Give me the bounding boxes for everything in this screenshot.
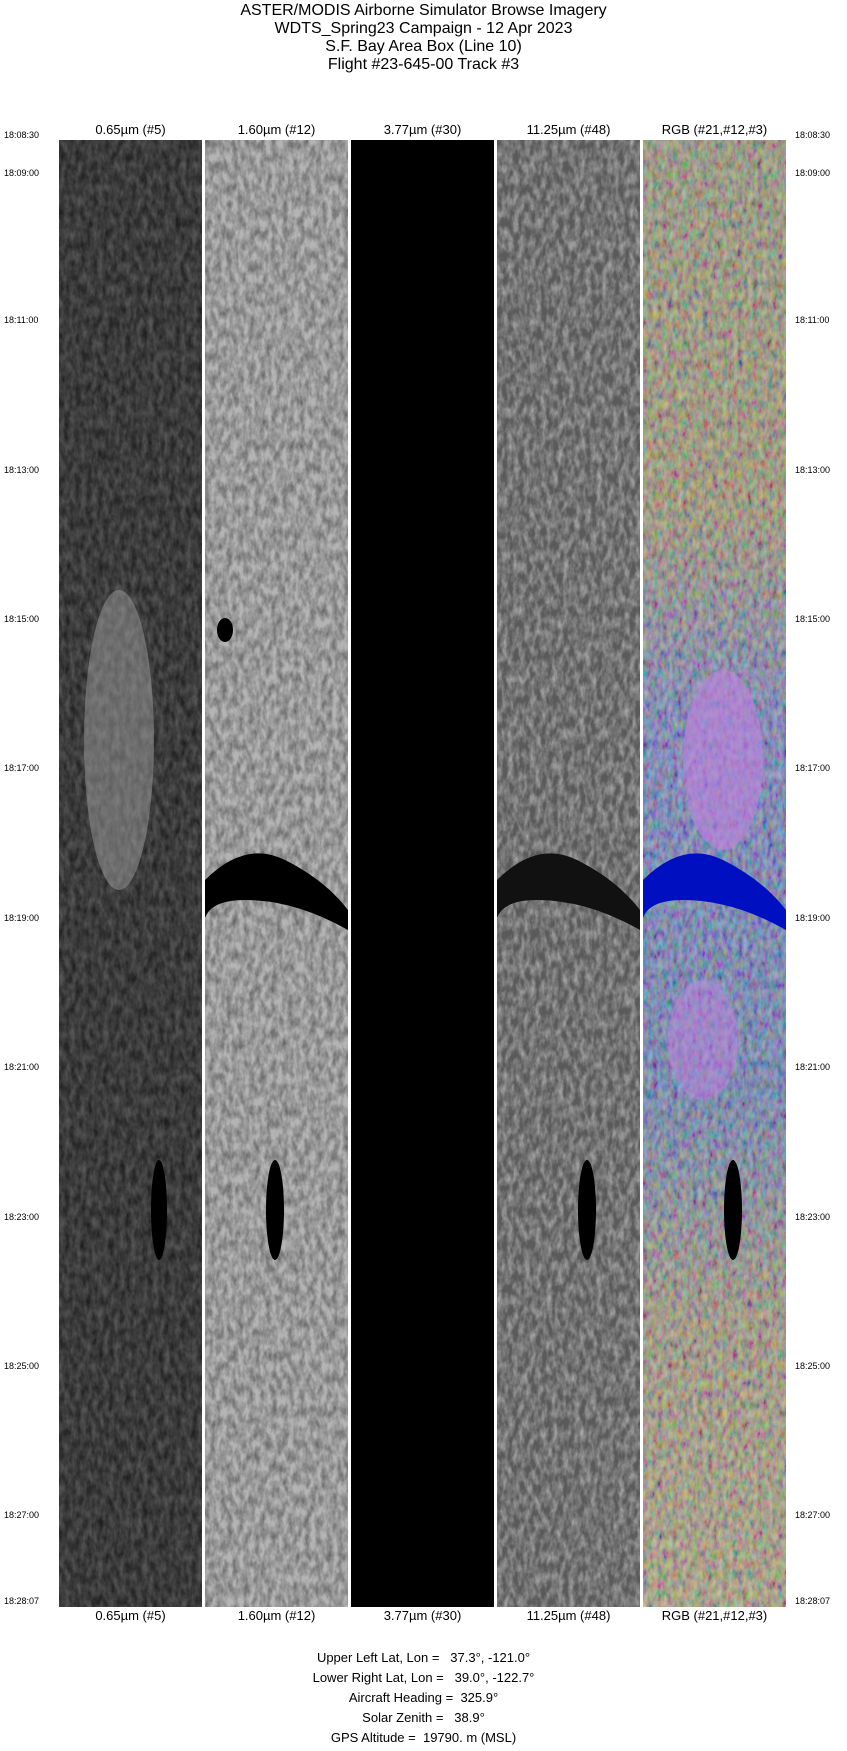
gps-altitude: GPS Altitude = 19790. m (MSL) bbox=[330, 1730, 517, 1745]
time-label-left: 18:13:00 bbox=[4, 465, 40, 475]
time-label-left: 18:23:00 bbox=[4, 1212, 40, 1222]
panel-label-top-1: 0.65µm (#5) bbox=[95, 122, 166, 137]
time-label-right: 18:28:07 bbox=[795, 1596, 831, 1606]
panel-label-bottom-2: 1.60µm (#12) bbox=[237, 1608, 316, 1623]
panel-label-top-2: 1.60µm (#12) bbox=[237, 122, 316, 137]
image-panel-1125um bbox=[497, 140, 640, 1607]
panel-label-bottom-3: 3.77µm (#30) bbox=[383, 1608, 462, 1623]
time-label-left: 18:08:30 bbox=[4, 130, 40, 140]
time-label-left: 18:25:00 bbox=[4, 1361, 40, 1371]
time-label-right: 18:08:30 bbox=[795, 130, 831, 140]
panel-label-top-5: RGB (#21,#12,#3) bbox=[661, 122, 768, 137]
time-label-left: 18:15:00 bbox=[4, 614, 40, 624]
time-label-left: 18:27:00 bbox=[4, 1510, 40, 1520]
aircraft-heading: Aircraft Heading = 325.9° bbox=[348, 1690, 499, 1705]
solar-zenith: Solar Zenith = 38.9° bbox=[362, 1710, 485, 1725]
panel-label-bottom-4: 11.25µm (#48) bbox=[526, 1608, 611, 1623]
time-label-right: 18:25:00 bbox=[795, 1361, 831, 1371]
time-label-right: 18:23:00 bbox=[795, 1212, 831, 1222]
time-label-left: 18:09:00 bbox=[4, 168, 40, 178]
image-panel-065um bbox=[59, 140, 202, 1607]
title-line-2: WDTS_Spring23 Campaign - 12 Apr 2023 bbox=[274, 20, 573, 37]
time-label-left: 18:11:00 bbox=[4, 315, 39, 325]
time-label-right: 18:15:00 bbox=[795, 614, 831, 624]
upper-left-latlon: Upper Left Lat, Lon = 37.3°, -121.0° bbox=[316, 1650, 531, 1665]
time-label-right: 18:13:00 bbox=[795, 465, 831, 475]
time-label-left: 18:21:00 bbox=[4, 1062, 40, 1072]
panel-label-bottom-5: RGB (#21,#12,#3) bbox=[661, 1608, 768, 1623]
time-label-right: 18:11:00 bbox=[795, 315, 830, 325]
image-panel-rgb bbox=[643, 140, 786, 1607]
time-label-right: 18:19:00 bbox=[795, 913, 831, 923]
time-label-right: 18:27:00 bbox=[795, 1510, 831, 1520]
time-label-left: 18:17:00 bbox=[4, 763, 40, 773]
image-panel-160um bbox=[205, 140, 348, 1607]
title-line-3: S.F. Bay Area Box (Line 10) bbox=[325, 38, 522, 55]
flight-info: Upper Left Lat, Lon = 37.3°, -121.0° Low… bbox=[0, 1648, 847, 1748]
lower-right-latlon: Lower Right Lat, Lon = 39.0°, -122.7° bbox=[312, 1670, 535, 1685]
panel-label-bottom-1: 0.65µm (#5) bbox=[95, 1608, 166, 1623]
image-panel-377um bbox=[351, 140, 494, 1607]
time-label-right: 18:17:00 bbox=[795, 763, 831, 773]
panel-label-top-3: 3.77µm (#30) bbox=[383, 122, 462, 137]
title-line-4: Flight #23-645-00 Track #3 bbox=[327, 56, 520, 73]
panel-label-top-4: 11.25µm (#48) bbox=[526, 122, 611, 137]
page-title: ASTER/MODIS Airborne Simulator Browse Im… bbox=[0, 2, 847, 74]
time-label-left: 18:28:07 bbox=[4, 1596, 40, 1606]
time-label-right: 18:21:00 bbox=[795, 1062, 831, 1072]
time-label-right: 18:09:00 bbox=[795, 168, 831, 178]
time-label-left: 18:19:00 bbox=[4, 913, 40, 923]
title-line-1: ASTER/MODIS Airborne Simulator Browse Im… bbox=[240, 2, 607, 19]
